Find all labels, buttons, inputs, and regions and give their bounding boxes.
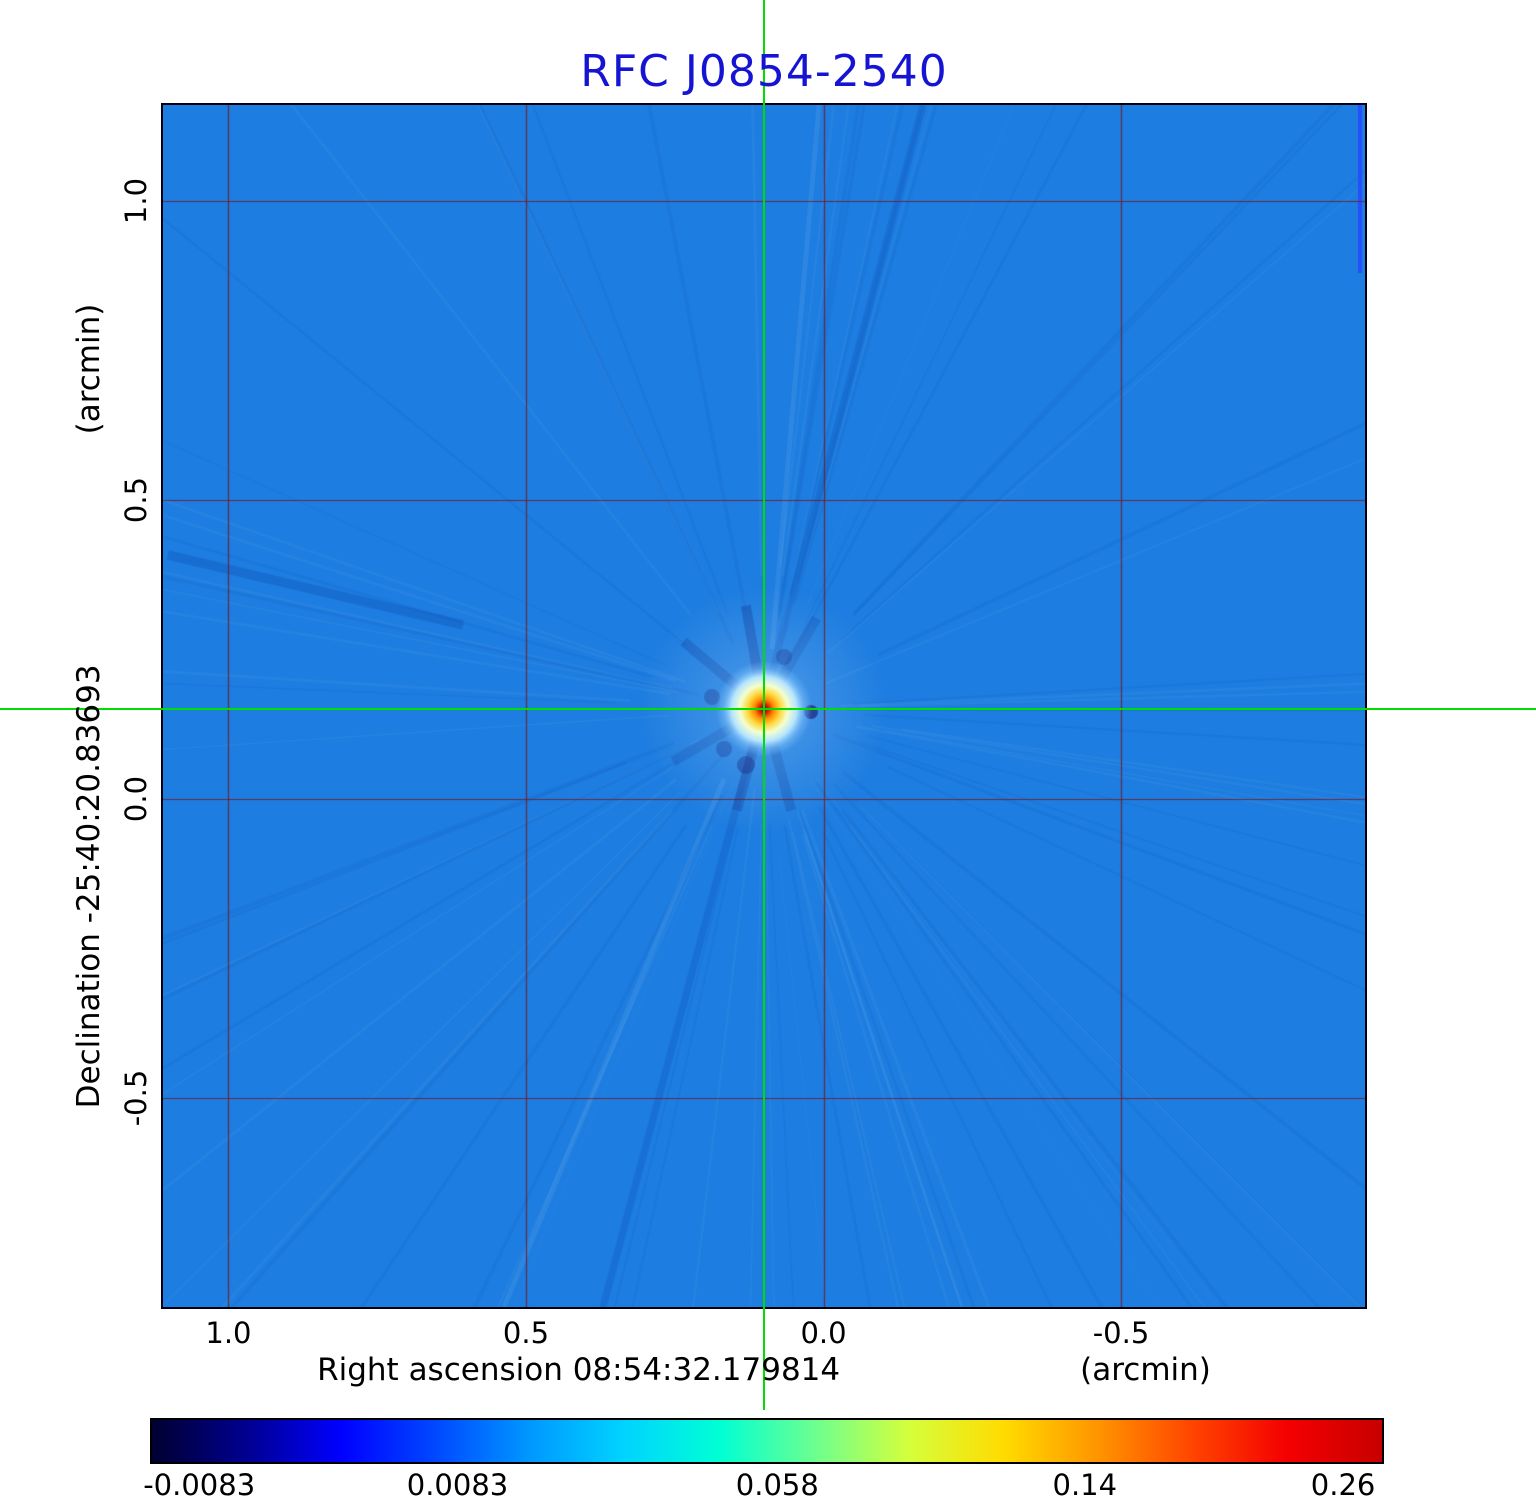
y-tick-label: -0.5 (119, 1069, 153, 1126)
x-axis-label-text: Right ascension 08:54:32.179814 (317, 1352, 841, 1388)
colorbar (150, 1418, 1384, 1464)
y-tick-label: 0.0 (119, 775, 153, 822)
x-axis-unit: (arcmin) (1080, 1352, 1211, 1388)
y-tick-label: 0.5 (119, 476, 153, 523)
x-tick-label: 0.5 (502, 1316, 550, 1350)
x-tick-label: -0.5 (1092, 1316, 1150, 1350)
colorbar-tick-label: -0.0083 (143, 1468, 256, 1502)
y-tick-label: 1.0 (119, 177, 153, 224)
colorbar-tick-label: 0.26 (1310, 1468, 1376, 1502)
y-axis-unit: (arcmin) (71, 303, 107, 435)
x-tick-label: 1.0 (205, 1316, 252, 1350)
crosshair-horizontal-line (0, 707, 1536, 710)
x-axis-label: Right ascension 08:54:32.179814 (arcmin) (163, 1352, 1365, 1388)
colorbar-tick-label: 0.0083 (406, 1468, 509, 1502)
colorbar-tick-label: 0.14 (1052, 1468, 1118, 1502)
chart-title: RFC J0854-2540 (580, 46, 948, 97)
y-axis-label: Declination -25:40:20.83693 (arcmin) (66, 105, 112, 1307)
colorbar-tick-label: 0.058 (735, 1468, 819, 1502)
x-tick-label: 0.0 (800, 1316, 847, 1350)
y-axis-label-text: Declination -25:40:20.83693 (71, 664, 107, 1109)
crosshair-vertical-line (763, 0, 765, 1410)
